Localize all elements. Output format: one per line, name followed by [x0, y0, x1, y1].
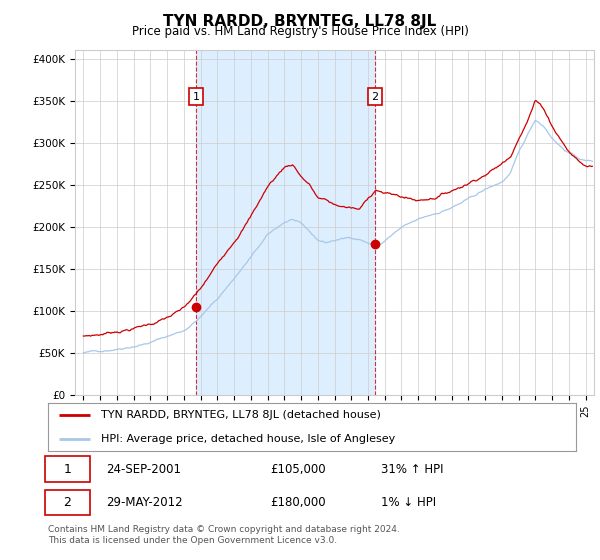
Text: TYN RARDD, BRYNTEG, LL78 8JL (detached house): TYN RARDD, BRYNTEG, LL78 8JL (detached h…	[101, 410, 380, 420]
Bar	[196, 50, 375, 395]
FancyBboxPatch shape	[46, 456, 90, 482]
Text: 2: 2	[64, 496, 71, 509]
Text: 2: 2	[371, 92, 379, 101]
Text: Price paid vs. HM Land Registry's House Price Index (HPI): Price paid vs. HM Land Registry's House …	[131, 25, 469, 38]
Text: 1: 1	[64, 463, 71, 475]
Text: 24-SEP-2001: 24-SEP-2001	[106, 463, 181, 475]
Text: £105,000: £105,000	[270, 463, 325, 475]
Text: Contains HM Land Registry data © Crown copyright and database right 2024.
This d: Contains HM Land Registry data © Crown c…	[48, 525, 400, 545]
Text: 29-MAY-2012: 29-MAY-2012	[106, 496, 183, 509]
Text: 1: 1	[193, 92, 200, 101]
FancyBboxPatch shape	[46, 489, 90, 515]
Text: HPI: Average price, detached house, Isle of Anglesey: HPI: Average price, detached house, Isle…	[101, 434, 395, 444]
Text: 31% ↑ HPI: 31% ↑ HPI	[380, 463, 443, 475]
Text: 1% ↓ HPI: 1% ↓ HPI	[380, 496, 436, 509]
Text: £180,000: £180,000	[270, 496, 325, 509]
Text: TYN RARDD, BRYNTEG, LL78 8JL: TYN RARDD, BRYNTEG, LL78 8JL	[163, 14, 437, 29]
